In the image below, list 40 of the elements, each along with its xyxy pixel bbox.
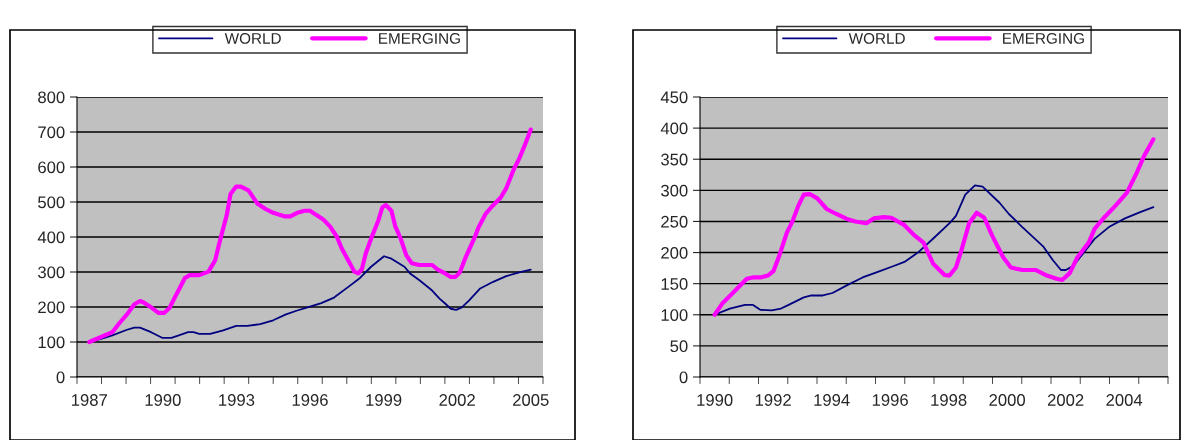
x-tick-label: 2000 (989, 394, 1026, 406)
y-tick-label: 100 (661, 309, 688, 321)
y-tick-label: 200 (661, 246, 688, 259)
x-tick-label: 2002 (439, 394, 475, 406)
y-tick-label: 400 (37, 231, 65, 244)
y-tick-label: 300 (661, 184, 688, 197)
y-tick-label: 200 (38, 301, 65, 314)
x-tick-label: 1992 (755, 394, 791, 406)
x-tick-label: 1990 (145, 394, 181, 406)
x-tick-label: 2002 (1047, 394, 1084, 406)
y-tick-label: 700 (38, 126, 65, 139)
legend-label: EMERGING (379, 33, 460, 44)
x-tick-label: 1990 (697, 394, 733, 406)
y-tick-label: 250 (661, 215, 688, 228)
line-series (712, 137, 1156, 317)
x-tick-label: 1994 (814, 394, 850, 406)
x-tick-label: 2005 (513, 394, 549, 406)
x-tick-label: 1998 (931, 394, 967, 406)
y-tick-label: 450 (660, 91, 688, 104)
legend-label: EMERGING (1003, 33, 1084, 44)
y-tick-label: 800 (38, 91, 65, 104)
y-tick-label: 0 (679, 371, 688, 384)
x-tick-label: 1987 (72, 394, 107, 406)
y-tick-label: 0 (56, 371, 65, 384)
y-tick-label: 300 (38, 266, 65, 279)
legend-label: WORLD (848, 33, 905, 44)
x-tick-label: 1996 (292, 394, 328, 406)
legend-label: WORLD (224, 33, 281, 44)
y-tick-label: 50 (670, 340, 688, 353)
y-tick-label: 100 (38, 336, 65, 349)
y-tick-label: 400 (660, 122, 688, 135)
y-tick-label: 150 (661, 278, 688, 290)
x-tick-label: 1993 (219, 394, 255, 406)
y-tick-label: 600 (38, 161, 65, 174)
y-tick-label: 350 (661, 153, 688, 166)
x-tick-label: 1999 (366, 394, 402, 406)
x-tick-label: 1996 (872, 394, 908, 406)
y-tick-label: 500 (38, 196, 65, 209)
x-tick-label: 2004 (1106, 394, 1143, 406)
line-series (87, 127, 533, 345)
